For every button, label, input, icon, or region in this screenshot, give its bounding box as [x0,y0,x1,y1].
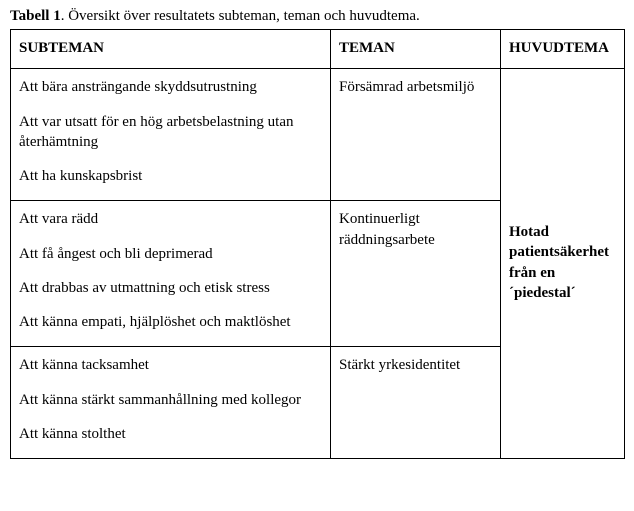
results-table: SUBTEMAN TEMAN HUVUDTEMA Att bära ansträ… [10,29,625,459]
subteman-cell: Att känna tacksamhet Att känna stärkt sa… [11,347,331,459]
teman-cell: Kontinuerligt räddningsarbete [331,201,501,347]
teman-cell: Försämrad arbetsmiljö [331,69,501,201]
subteman-item: Att vara rädd [19,209,322,229]
subteman-item: Att ha kunskapsbrist [19,166,322,186]
subteman-item: Att var utsatt för en hög arbetsbelastni… [19,112,322,153]
subteman-item: Att känna empati, hjälplöshet och maktlö… [19,312,322,332]
subteman-cell: Att bära ansträngande skyddsutrustning A… [11,69,331,201]
huvudtema-cell: Hotad patientsäkerhet från en ´piedestal… [501,69,625,459]
subteman-cell: Att vara rädd Att få ångest och bli depr… [11,201,331,347]
table-row: Att bära ansträngande skyddsutrustning A… [11,69,625,201]
subteman-item: Att känna stolthet [19,424,322,444]
subteman-item: Att känna stärkt sammanhållning med koll… [19,390,322,410]
subteman-item: Att drabbas av utmattning och etisk stre… [19,278,322,298]
header-huvudtema: HUVUDTEMA [501,30,625,69]
teman-cell: Stärkt yrkesidentitet [331,347,501,459]
table-header-row: SUBTEMAN TEMAN HUVUDTEMA [11,30,625,69]
subteman-item: Att bära ansträngande skyddsutrustning [19,77,322,97]
subteman-item: Att känna tacksamhet [19,355,322,375]
header-teman: TEMAN [331,30,501,69]
caption-lead: Tabell 1 [10,8,61,24]
subteman-item: Att få ångest och bli deprimerad [19,244,322,264]
caption-rest: . Översikt över resultatets subteman, te… [61,8,420,24]
table-caption: Tabell 1. Översikt över resultatets subt… [10,8,624,25]
header-subteman: SUBTEMAN [11,30,331,69]
